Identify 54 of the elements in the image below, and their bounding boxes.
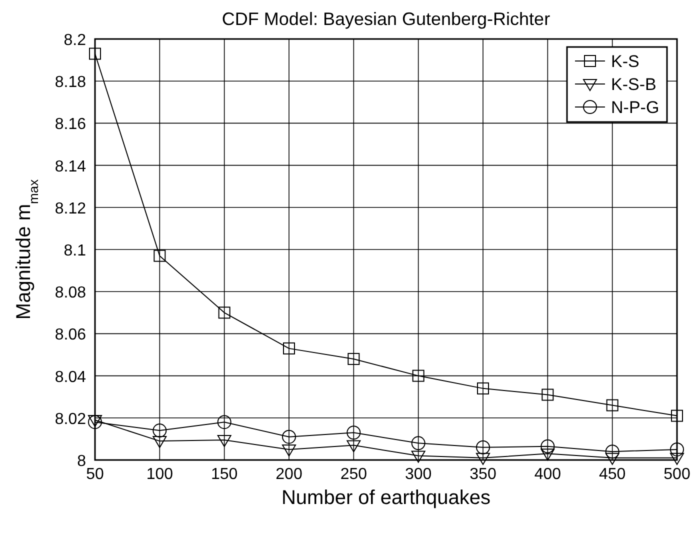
y-tick-label: 8.02	[54, 410, 86, 428]
point	[348, 352, 360, 365]
point	[605, 452, 620, 465]
point	[540, 448, 555, 461]
point	[217, 435, 232, 448]
point	[542, 388, 554, 401]
y-tick-label: 8.12	[54, 200, 86, 218]
x-axis-title: Number of earthquakes	[281, 487, 491, 509]
chart-title: CDF Model: Bayesian Gutenberg-Richter	[222, 9, 550, 29]
x-tick-label: 300	[404, 466, 432, 483]
point	[152, 424, 167, 438]
x-tick-label: 100	[146, 466, 174, 483]
point	[411, 436, 426, 450]
legend-label: K-S	[611, 52, 640, 71]
point	[283, 342, 295, 354]
x-tick-label: 200	[276, 466, 302, 483]
y-tick-label: 8.14	[54, 158, 86, 176]
point	[412, 370, 424, 382]
point	[540, 439, 555, 454]
legend-label: N-P-G	[611, 98, 660, 117]
y-tick-label: 8.06	[54, 326, 86, 344]
y-tick-label: 8.08	[54, 284, 86, 302]
point	[218, 306, 230, 319]
point	[89, 48, 101, 60]
x-tick-label: 450	[598, 466, 626, 483]
legend-label: K-S-B	[611, 75, 656, 94]
point	[411, 450, 426, 463]
y-tick-label: 8.1	[64, 242, 86, 260]
point	[152, 436, 167, 448]
y-tick-label: 8	[77, 453, 86, 470]
point	[476, 452, 490, 465]
point	[670, 442, 684, 456]
point	[346, 426, 361, 440]
x-tick-label: 400	[534, 466, 562, 483]
point	[606, 399, 618, 412]
point	[671, 410, 683, 422]
point	[282, 444, 296, 456]
x-tick-label: 350	[470, 466, 496, 483]
point	[670, 452, 684, 465]
point	[154, 250, 166, 262]
x-tick-label: 50	[86, 466, 104, 483]
point	[217, 415, 232, 430]
x-tick-label: 500	[664, 466, 690, 483]
y-tick-label: 8.2	[64, 32, 86, 49]
y-tick-label: 8.18	[54, 74, 86, 92]
point	[282, 430, 296, 444]
point	[476, 440, 490, 454]
x-tick-label: 250	[340, 466, 368, 483]
point	[477, 382, 489, 394]
x-tick-label: 150	[210, 466, 238, 483]
point	[346, 440, 361, 452]
y-tick-label: 8.16	[54, 116, 86, 134]
y-tick-label: 8.04	[54, 368, 86, 386]
point	[605, 444, 620, 459]
